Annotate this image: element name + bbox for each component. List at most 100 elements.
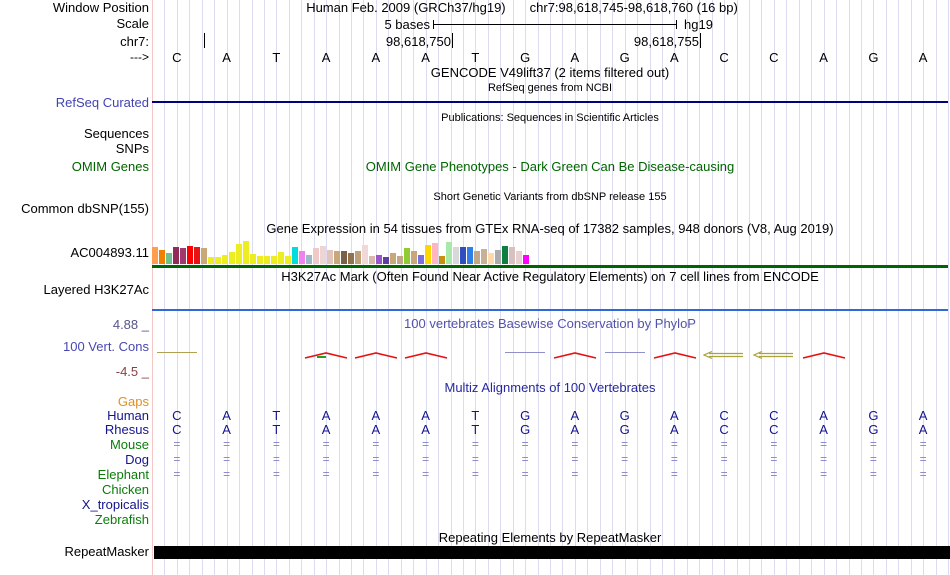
phylop-flat-segment[interactable]: [157, 352, 197, 354]
gtex-tissue-bar[interactable]: [502, 246, 508, 264]
repeatmasker-track-title[interactable]: Repeating Elements by RepeatMasker: [438, 530, 662, 545]
gtex-gene-model-line[interactable]: [152, 265, 948, 268]
repeatmasker-repeat-element[interactable]: [154, 546, 950, 559]
h3k27ac-track-title[interactable]: H3K27Ac Mark (Often Found Near Active Re…: [281, 269, 819, 284]
snps-track-label[interactable]: SNPs: [115, 141, 149, 156]
gtex-tissue-bar[interactable]: [313, 248, 319, 264]
omim-track-title[interactable]: OMIM Gene Phenotypes - Dark Green Can Be…: [365, 159, 735, 174]
omim-genes-track-label[interactable]: OMIM Genes: [71, 159, 149, 174]
gtex-tissue-bar[interactable]: [376, 255, 382, 264]
gtex-tissue-bar[interactable]: [383, 257, 389, 264]
multiz-track-title[interactable]: Multiz Alignments of 100 Vertebrates: [444, 380, 656, 395]
gtex-tissue-bar[interactable]: [285, 256, 291, 264]
gtex-tissue-bar[interactable]: [467, 247, 473, 264]
gtex-tissue-bar[interactable]: [439, 256, 445, 264]
gtex-tissue-bar[interactable]: [453, 247, 459, 264]
gtex-tissue-bar[interactable]: [166, 253, 172, 264]
multiz-species-label[interactable]: Gaps: [117, 394, 149, 409]
phylop-arrow-segment[interactable]: [702, 348, 745, 360]
phylop-positive-peak[interactable]: [304, 348, 348, 359]
repeatmasker-track-label[interactable]: RepeatMasker: [64, 544, 149, 559]
gtex-tissue-bar[interactable]: [516, 251, 522, 264]
gtex-tissue-bar[interactable]: [411, 251, 417, 264]
gridline: [948, 0, 949, 575]
gtex-tissue-bar[interactable]: [348, 253, 354, 264]
common-dbsnp-track-label[interactable]: Common dbSNP(155): [21, 201, 149, 216]
gtex-tissue-bar[interactable]: [264, 256, 270, 264]
sequences-track-label[interactable]: Sequences: [83, 126, 149, 141]
phylop-negative-dash[interactable]: [317, 356, 327, 358]
gtex-tissue-bar[interactable]: [355, 251, 361, 264]
refseq-track-subtitle[interactable]: RefSeq genes from NCBI: [487, 82, 613, 94]
reference-base-letter: A: [670, 50, 679, 65]
gtex-tissue-bar[interactable]: [495, 250, 501, 264]
gtex-track-title[interactable]: Gene Expression in 54 tissues from GTEx …: [266, 221, 834, 236]
multiz-species-label[interactable]: Rhesus: [104, 422, 149, 437]
multiz-species-label[interactable]: Dog: [125, 452, 149, 467]
gtex-tissue-bar[interactable]: [236, 244, 242, 264]
gtex-tissue-bar[interactable]: [180, 248, 186, 264]
gtex-tissue-bar[interactable]: [187, 246, 193, 264]
gtex-tissue-bar[interactable]: [390, 253, 396, 264]
dbsnp-track-title[interactable]: Short Genetic Variants from dbSNP releas…: [433, 191, 667, 203]
phylop-positive-peak[interactable]: [653, 348, 697, 359]
phylop-track-title[interactable]: 100 vertebrates Basewise Conservation by…: [404, 316, 696, 331]
gtex-tissue-bar[interactable]: [201, 248, 207, 264]
publications-track-title[interactable]: Publications: Sequences in Scientific Ar…: [441, 112, 659, 124]
gtex-tissue-bar[interactable]: [278, 252, 284, 264]
multiz-species-label[interactable]: Human: [107, 408, 149, 423]
multiz-species-label[interactable]: Chicken: [102, 482, 149, 497]
gtex-tissue-bar[interactable]: [404, 248, 410, 264]
gtex-tissue-bar[interactable]: [341, 251, 347, 264]
refseq-curated-track-label[interactable]: RefSeq Curated: [55, 95, 149, 110]
gtex-tissue-bar[interactable]: [194, 247, 200, 264]
gtex-tissue-bar[interactable]: [299, 251, 305, 264]
gtex-tissue-bar[interactable]: [334, 251, 340, 264]
gtex-tissue-bar[interactable]: [215, 257, 221, 264]
vert-cons-track-label[interactable]: 100 Vert. Cons: [63, 339, 149, 354]
gtex-tissue-bar[interactable]: [362, 245, 368, 264]
gtex-tissue-bar[interactable]: [229, 252, 235, 264]
phylop-positive-peak[interactable]: [354, 348, 398, 359]
multiz-species-label[interactable]: Mouse: [109, 437, 149, 452]
gtex-tissue-bar[interactable]: [523, 255, 529, 264]
gtex-tissue-bar[interactable]: [509, 247, 515, 264]
gtex-tissue-bar[interactable]: [418, 255, 424, 264]
gencode-track-title[interactable]: GENCODE V49lift37 (2 items filtered out): [430, 65, 670, 80]
gtex-tissue-bar[interactable]: [474, 251, 480, 264]
phylop-positive-peak[interactable]: [553, 348, 597, 359]
phylop-positive-peak[interactable]: [802, 348, 846, 359]
gtex-tissue-bar[interactable]: [369, 256, 375, 264]
gtex-tissue-bar[interactable]: [460, 247, 466, 264]
gtex-tissue-bar[interactable]: [208, 257, 214, 264]
gtex-tissue-bar[interactable]: [222, 255, 228, 264]
gtex-tissue-bar[interactable]: [397, 256, 403, 264]
multiz-species-label[interactable]: X_tropicalis: [81, 497, 149, 512]
gtex-tissue-bar[interactable]: [432, 243, 438, 264]
gtex-gene-label[interactable]: AC004893.11: [70, 245, 149, 260]
gtex-tissue-bar[interactable]: [292, 247, 298, 264]
gtex-tissue-bar[interactable]: [243, 241, 249, 264]
gtex-tissue-bar[interactable]: [327, 250, 333, 264]
phylop-flat-segment[interactable]: [505, 352, 546, 354]
multiz-species-label[interactable]: Elephant: [97, 467, 149, 482]
gtex-tissue-bar[interactable]: [250, 254, 256, 264]
gtex-tissue-bar[interactable]: [152, 247, 158, 264]
gtex-tissue-bar[interactable]: [320, 246, 326, 264]
gtex-tissue-bar[interactable]: [257, 256, 263, 264]
phylop-flat-segment[interactable]: [604, 352, 645, 354]
gtex-tissue-bar[interactable]: [425, 245, 431, 264]
gtex-tissue-bar[interactable]: [159, 250, 165, 264]
phylop-positive-peak[interactable]: [404, 348, 448, 359]
gtex-tissue-bar[interactable]: [173, 247, 179, 264]
phylop-arrow-segment[interactable]: [752, 348, 795, 360]
gtex-tissue-bar[interactable]: [481, 249, 487, 264]
gtex-tissue-bar[interactable]: [306, 255, 312, 264]
gtex-tissue-bar[interactable]: [271, 256, 277, 264]
h3k27ac-signal-line[interactable]: [152, 309, 948, 311]
refseq-curated-gene-line[interactable]: [152, 101, 948, 103]
multiz-species-label[interactable]: Zebrafish: [94, 512, 149, 527]
gtex-tissue-bar[interactable]: [488, 253, 494, 264]
layered-h3k27ac-track-label[interactable]: Layered H3K27Ac: [43, 282, 149, 297]
gtex-tissue-bar[interactable]: [446, 242, 452, 264]
